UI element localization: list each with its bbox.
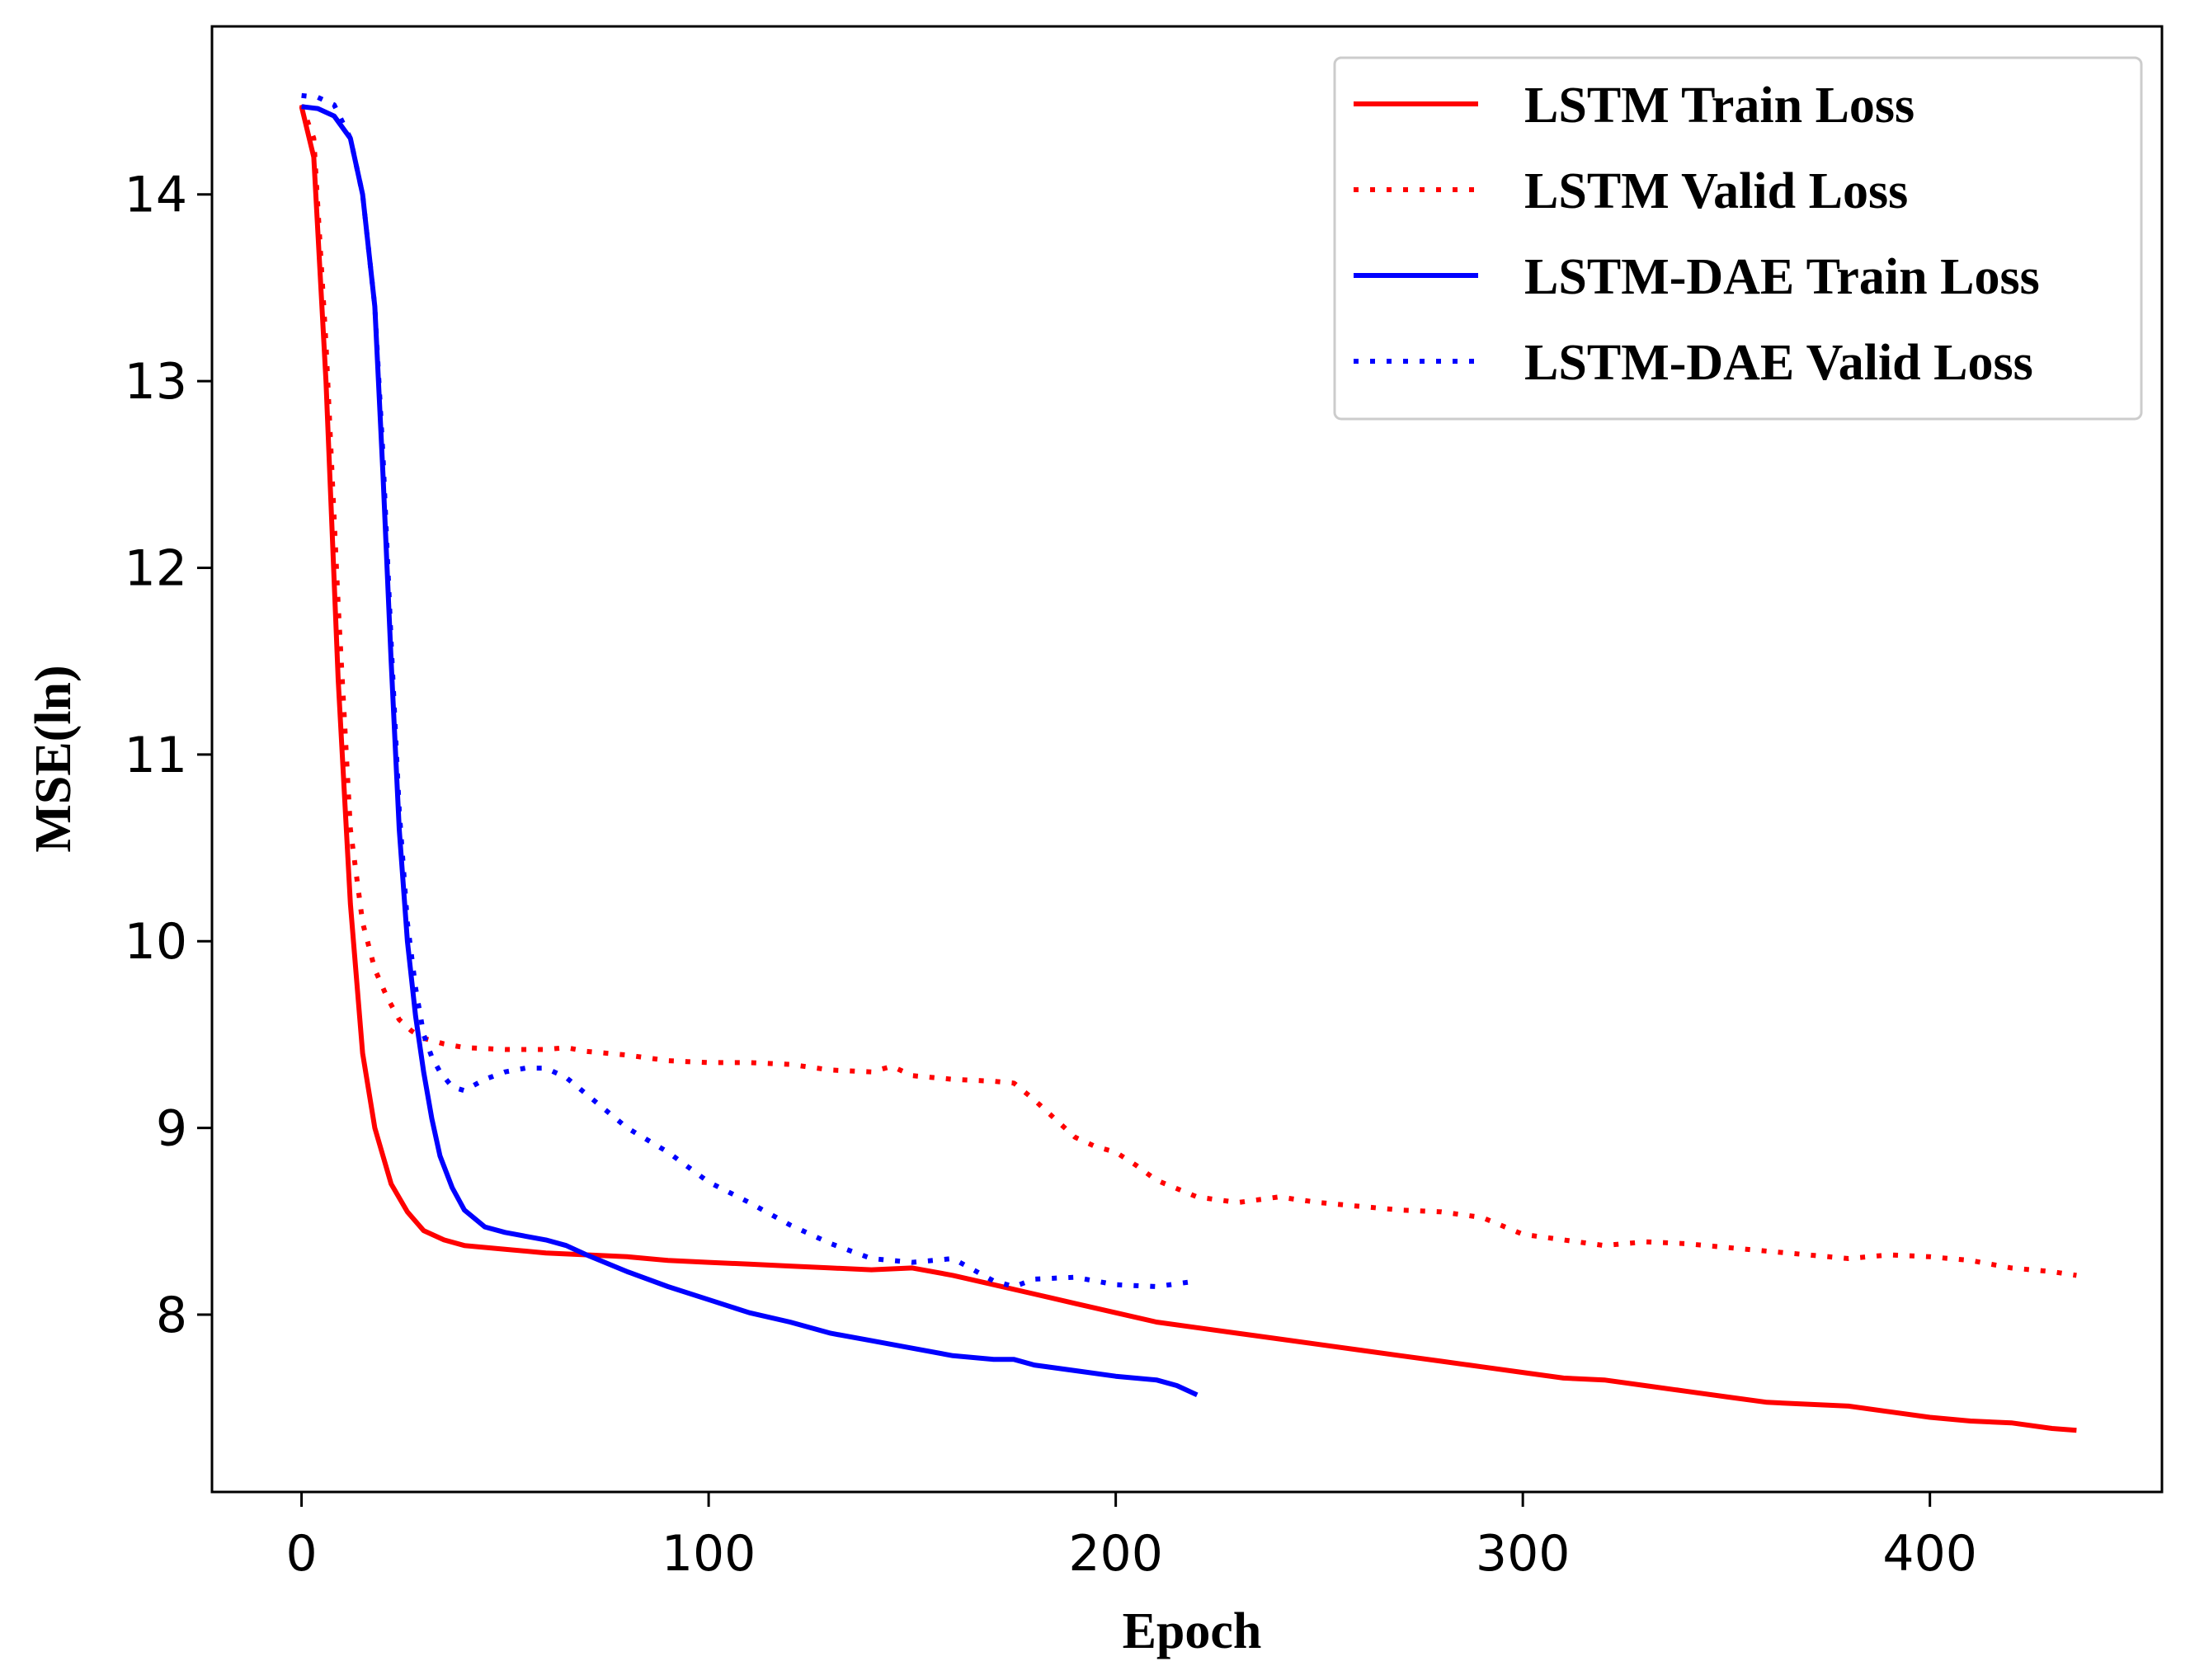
y-tick-label: 11: [125, 727, 187, 784]
x-tick-label: 0: [285, 1525, 317, 1583]
x-tick-label: 400: [1882, 1525, 1977, 1583]
y-tick-label: 12: [125, 539, 187, 597]
x-tick-label: 100: [662, 1525, 756, 1583]
legend-label-lstm-valid: LSTM Valid Loss: [1524, 163, 1908, 219]
legend: LSTM Train Loss LSTM Valid Loss LSTM-DAE…: [1333, 56, 2143, 421]
y-tick-label: 14: [125, 167, 187, 224]
legend-label-lstm-train: LSTM Train Loss: [1524, 78, 1914, 134]
legend-label-lstm-dae-valid: LSTM-DAE Valid Loss: [1524, 335, 2033, 391]
x-tick-label: 300: [1476, 1525, 1571, 1583]
series-line-lstm-valid-loss: [299, 104, 2077, 1278]
legend-label-lstm-dae-train: LSTM-DAE Train Loss: [1524, 249, 2040, 305]
y-tick-label: 9: [156, 1100, 187, 1158]
plot-frame: [210, 25, 2164, 1494]
series-line-lstm-dae-train-loss: [301, 104, 1199, 1398]
legend-box: [1333, 56, 2143, 421]
y-tick-label: 8: [156, 1287, 187, 1344]
ticks-layer: 0 100 200 300 400 8 9 10 11 12 13 14: [125, 167, 1977, 1583]
y-tick-label: 13: [125, 353, 187, 411]
series-line-lstm-train-loss: [299, 106, 2077, 1433]
series-layer: [299, 92, 2077, 1433]
x-tick-label: 200: [1068, 1525, 1163, 1583]
y-axis-title: MSE(ln): [26, 665, 82, 852]
y-tick-label: 10: [125, 913, 187, 971]
x-axis-title: Epoch: [1123, 1603, 1262, 1659]
